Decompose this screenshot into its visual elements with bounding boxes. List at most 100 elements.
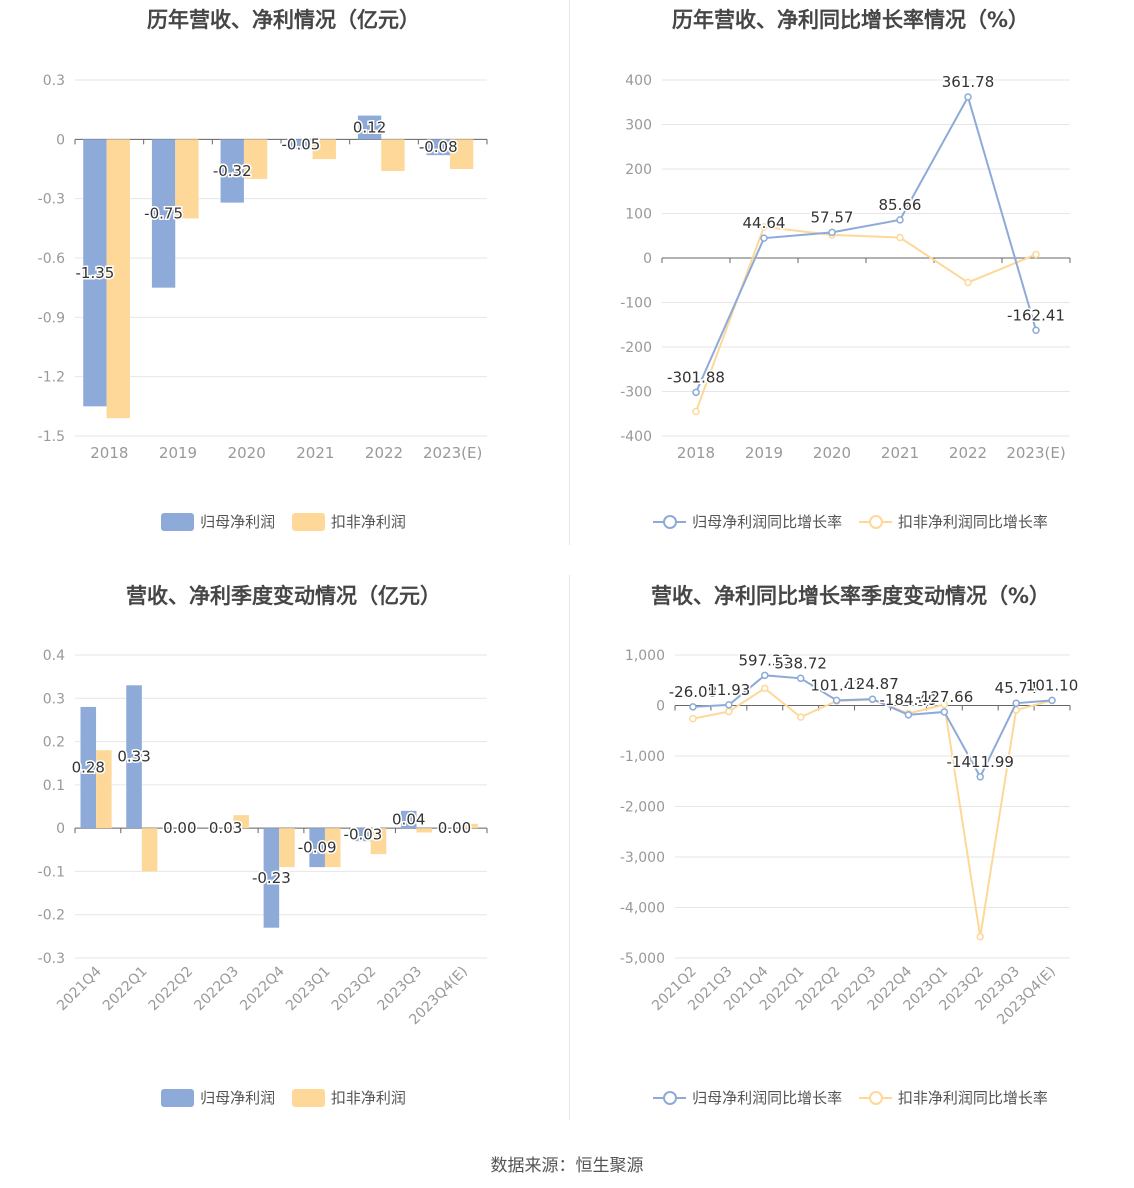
data-label: 45.74 [995, 679, 1038, 697]
y-tick-label: -0.3 [38, 192, 65, 208]
point-series2 [760, 223, 768, 231]
legend-item-series2[interactable]: 扣非净利润同比增长率 [858, 511, 1048, 532]
x-tick-label: 2020 [813, 444, 851, 462]
bar-series1 [355, 828, 371, 842]
data-source: 数据来源：恒生聚源 [490, 1156, 644, 1176]
y-tick-label: 0.1 [43, 778, 65, 794]
point-series2 [796, 713, 805, 721]
legend-label: 扣非净利润同比增长率 [897, 513, 1048, 531]
x-tick-label: 2019 [745, 444, 783, 462]
bar-series2 [96, 750, 112, 829]
chart-title: 历年营收、净利情况（亿元） [147, 8, 420, 32]
y-tick-label: -400 [620, 429, 652, 445]
point-series2 [761, 684, 769, 693]
y-tick-label: -1.2 [38, 370, 65, 386]
y-tick-label: 0.3 [43, 73, 65, 89]
data-label: -127.66 [915, 688, 973, 706]
legend-item-series1[interactable]: 归母净利润 [161, 511, 275, 532]
x-tick-label: 2023(E) [423, 444, 482, 462]
bar-series1 [80, 706, 97, 829]
legend-item-series1[interactable]: 归母净利润同比增长率 [653, 511, 842, 532]
x-tick-label: 2023Q2 [329, 964, 380, 1015]
bar-series1 [83, 139, 107, 407]
y-tick-label: -5,000 [620, 951, 665, 967]
bar-series2 [449, 139, 474, 169]
chart-title: 营收、净利季度变动情况（亿元） [126, 584, 441, 608]
legend-item-series2[interactable]: 扣非净利润 [291, 1087, 406, 1108]
legend-swatch [161, 1088, 195, 1107]
data-label: -0.32 [213, 162, 252, 180]
y-tick-label: -1,000 [620, 749, 665, 765]
legend: 归母净利润同比增长率 扣非净利润同比增长率 [567, 511, 1134, 535]
legend-label: 扣非净利润 [330, 1089, 406, 1107]
legend-line-symbol [858, 513, 892, 531]
data-label: -0.23 [252, 869, 291, 887]
data-label: -162.41 [1007, 306, 1065, 324]
point-series1 [868, 695, 877, 703]
data-label: -0.75 [144, 205, 183, 223]
x-tick-label: 2018 [677, 444, 715, 462]
data-label: 0.12 [353, 118, 386, 136]
chart-title: 营收、净利同比增长率季度变动情况（%） [650, 584, 1051, 608]
point-series1 [761, 671, 769, 680]
data-label: -0.03 [344, 826, 383, 844]
point-series1 [725, 701, 733, 709]
bar-series1 [126, 685, 142, 829]
bar-series1 [220, 139, 244, 203]
legend-label: 扣非净利润同比增长率 [897, 1089, 1048, 1107]
data-label: 0.28 [72, 759, 105, 777]
data-label: -184.49 [879, 691, 937, 709]
point-series1 [1032, 326, 1040, 335]
point-series1 [940, 708, 949, 716]
bar-series2 [243, 139, 268, 179]
point-series1 [896, 216, 904, 224]
bar-series2 [416, 828, 433, 833]
x-tick-label: 2022Q2 [146, 964, 197, 1015]
bar-series2 [381, 139, 405, 171]
legend-item-series2[interactable]: 扣非净利润同比增长率 [858, 1087, 1048, 1108]
quarterly-growth-line-chart: 1,0000-1,000-2,000-3,000-4,000-5,0002021… [620, 648, 1080, 1028]
legend: 归母净利润 扣非净利润 [0, 1087, 567, 1111]
y-tick-label: -0.2 [38, 908, 65, 924]
bar-series2 [324, 828, 341, 868]
point-series2 [725, 707, 733, 716]
x-tick-label: 2023Q1 [283, 964, 334, 1015]
legend-swatch [161, 512, 195, 531]
legend-item-series2[interactable]: 扣非净利润 [291, 511, 406, 532]
x-tick-label: 2020 [228, 444, 266, 462]
data-label: -26.08 [669, 683, 717, 701]
point-series2 [1032, 250, 1040, 259]
x-tick-label: 2021 [881, 444, 919, 462]
quarterly-profit-bar-chart: 0.40.30.20.10-0.1-0.2-0.32021Q42022Q1202… [38, 648, 488, 1028]
x-tick-label: 2022Q4 [237, 963, 288, 1014]
point-series1 [760, 234, 768, 242]
data-label: 0.00 [163, 819, 196, 837]
y-tick-label: -0.9 [38, 310, 65, 326]
data-label: 0.03 [209, 819, 242, 837]
line-series2 [695, 225, 1037, 412]
point-series1 [796, 674, 805, 683]
legend: 归母净利润 扣非净利润 [0, 511, 567, 535]
legend-item-series1[interactable]: 归母净利润同比增长率 [653, 1087, 842, 1108]
y-tick-label: 1,000 [625, 648, 665, 664]
point-series2 [896, 233, 904, 242]
y-tick-label: 100 [625, 207, 652, 223]
y-tick-label: 0.4 [43, 648, 65, 664]
y-tick-label: -1.5 [38, 429, 65, 445]
point-series2 [689, 714, 697, 723]
y-tick-label: -200 [620, 340, 652, 356]
x-tick-label: 2021 [296, 444, 334, 462]
bar-series2 [370, 828, 387, 855]
legend-item-series1[interactable]: 归母净利润 [161, 1087, 275, 1108]
data-label: 0.04 [392, 810, 425, 828]
y-tick-label: -4,000 [620, 901, 665, 917]
legend-label: 归母净利润 [200, 513, 276, 531]
data-label: 124.87 [846, 675, 899, 693]
annual-profit-bar-chart: 0.3 0 -0.3 -0.6 -0.9 -1.2 -1.5 2018 2019 2020 2021… [38, 73, 488, 462]
y-tick-label: 400 [625, 73, 652, 89]
x-tick-label: 2023(E) [1006, 444, 1065, 462]
data-label: -0.05 [282, 135, 321, 153]
annual-profit-panel: 历年营收、净利情况（亿元） 0.3 0 -0.3 -0.6 -0.9 -1.2 -1.5 20… [0, 0, 567, 575]
data-label: 44.64 [743, 214, 786, 232]
point-series1 [1048, 696, 1056, 705]
